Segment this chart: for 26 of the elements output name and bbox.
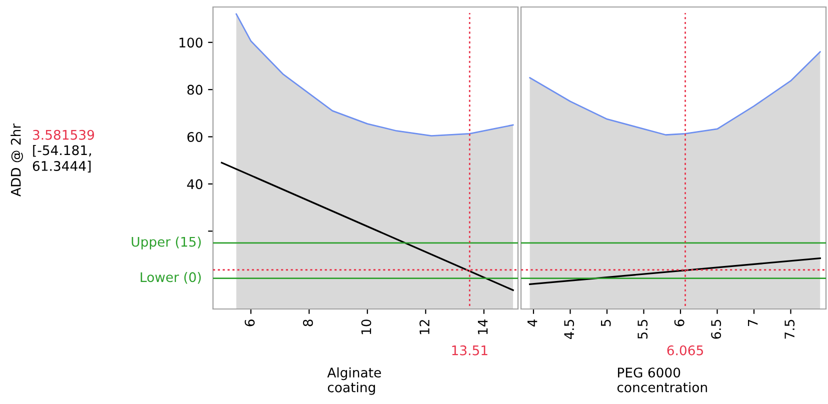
x-tick-label: 7 [748,320,758,326]
x-tick-label: 5 [601,320,611,326]
x-axis-title: Alginate coating [327,367,381,395]
x-tick-label: 14 [478,319,488,334]
y-tick-label: 40 [187,179,202,190]
x-tick-label: 6 [674,320,684,326]
ref-line-label: Upper (15) [132,236,201,250]
x-tick-label: 8 [302,320,313,326]
ref-line-label: 13.51 [452,345,488,356]
x-tick-label: 4.5 [564,320,574,340]
y-tick-label: 80 [187,84,202,95]
x-tick-label: 6 [244,320,255,326]
x-tick-label: 7.5 [784,320,795,339]
x-tick-label: 12 [420,320,430,334]
ref-line-label: 6.065 [667,345,703,356]
x-tick-label: 4 [528,319,538,326]
x-tick-label: 10 [361,320,372,334]
x-axis-title: PEG 6000 concentration [617,368,707,392]
y-tick-label: 60 [187,132,202,142]
x-tick-label: 5.5 [638,320,648,339]
x-tick-label: 6.5 [711,320,722,339]
ref-line-label: Lower (0) [140,272,201,284]
y-tick-label: 100 [180,38,202,48]
y-axis-title: ADD @ 2hr [10,123,23,196]
ref-line-label: 3.581539 [33,130,94,140]
text: [-54.181, 61.3444] [32,145,91,173]
